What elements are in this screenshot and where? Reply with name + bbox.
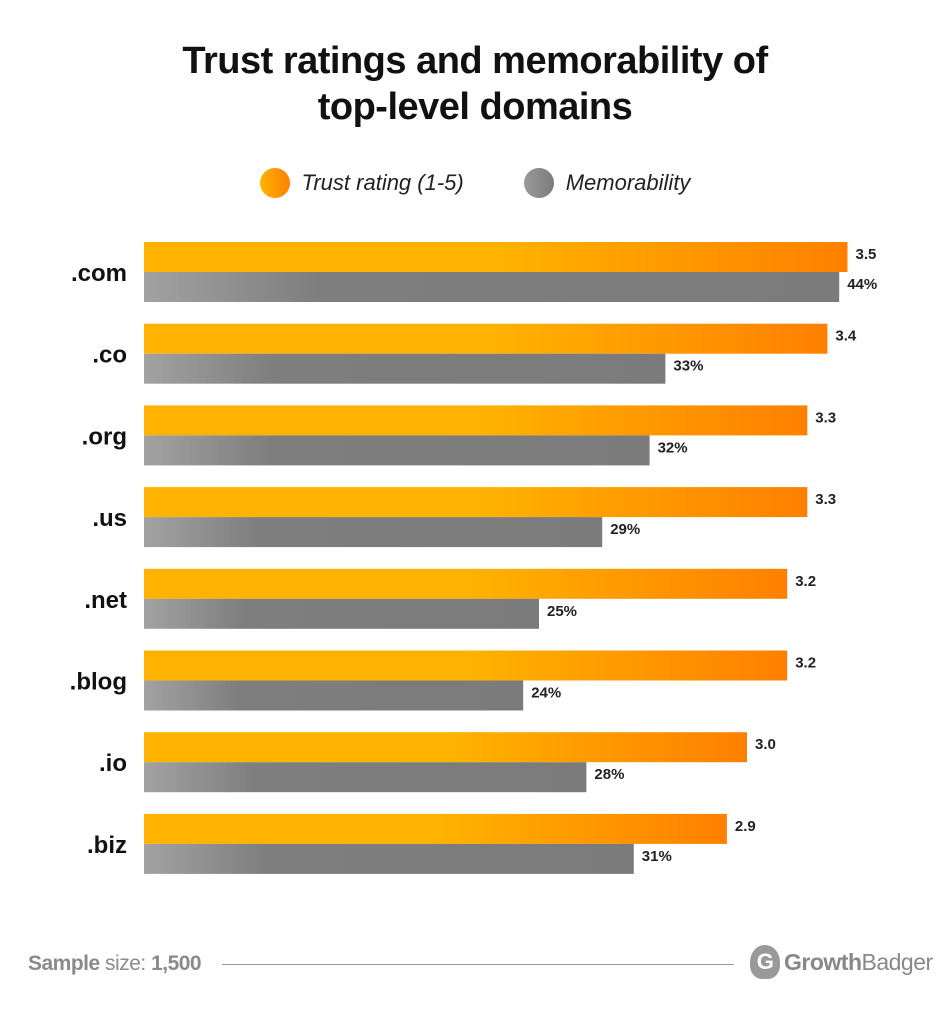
trust-bar — [144, 242, 848, 272]
legend: Trust rating (1-5) Memorability — [0, 168, 950, 198]
trust-bar — [144, 568, 788, 599]
data-label: 24% — [531, 685, 561, 702]
memorability-bar — [144, 843, 634, 874]
legend-swatch-memorability — [523, 168, 554, 198]
badger-logo-icon: G — [750, 945, 780, 979]
trust-bar — [144, 405, 808, 436]
category-label: .us — [92, 505, 127, 532]
category-label: .co — [92, 342, 127, 369]
brand-part-2: Badger — [861, 948, 934, 975]
data-label: 3.2 — [795, 655, 816, 672]
bar-chart: .com 3.5 44% .co 3.4 33% .org 3.3 32% .us 3.3 29% .n… — [70, 242, 877, 874]
trust-bar — [144, 487, 808, 518]
data-label: 3.0 — [755, 736, 776, 753]
trust-bar — [144, 732, 747, 763]
memorability-bar — [144, 517, 603, 548]
data-label: 25% — [547, 603, 577, 620]
chart-title: Trust ratings and memorability of top-le… — [0, 38, 950, 130]
brand-part-1: Growth — [784, 948, 862, 975]
trust-bar — [144, 813, 727, 844]
data-label: 32% — [658, 439, 688, 456]
title-line-1: Trust ratings and memorability of — [182, 40, 768, 82]
memorability-bar — [144, 353, 666, 384]
data-label: 44% — [847, 276, 877, 293]
memorability-bar — [144, 598, 539, 629]
legend-label-trust: Trust rating (1-5) — [301, 170, 464, 195]
legend-label-memorability: Memorability — [565, 170, 691, 195]
category-label: .io — [99, 750, 127, 777]
data-label: 3.3 — [815, 491, 836, 508]
legend-item-trust: Trust rating (1-5) — [259, 168, 464, 198]
sample-label-bold: Sample — [28, 952, 100, 975]
data-label: 2.9 — [735, 818, 756, 835]
sample-value: 1,500 — [151, 952, 202, 975]
data-label: 3.5 — [856, 246, 877, 263]
memorability-bar — [144, 680, 524, 711]
sample-label: size: — [99, 952, 152, 975]
data-label: 3.2 — [795, 573, 816, 590]
memorability-bar — [144, 272, 840, 302]
trust-bar — [144, 650, 788, 681]
trust-bar — [144, 323, 828, 354]
data-label: 3.3 — [815, 409, 836, 426]
sample-size: Sample size: 1,500 — [28, 952, 202, 976]
data-label: 31% — [642, 848, 672, 865]
data-label: 33% — [673, 358, 703, 375]
memorability-bar — [144, 435, 650, 466]
category-label: .blog — [70, 669, 127, 696]
category-label: .org — [82, 423, 127, 450]
category-label: .biz — [87, 832, 127, 859]
legend-item-memorability: Memorability — [523, 168, 691, 198]
brand-logo: G GrowthBadger — [750, 945, 933, 979]
data-label: 29% — [610, 521, 640, 538]
data-label: 3.4 — [835, 328, 857, 345]
data-label: 28% — [594, 766, 624, 783]
category-label: .com — [71, 260, 127, 287]
memorability-bar — [144, 762, 587, 793]
title-line-2: top-level domains — [317, 86, 633, 128]
footer-divider — [222, 964, 734, 965]
legend-swatch-trust — [259, 168, 290, 198]
category-label: .net — [84, 587, 127, 614]
